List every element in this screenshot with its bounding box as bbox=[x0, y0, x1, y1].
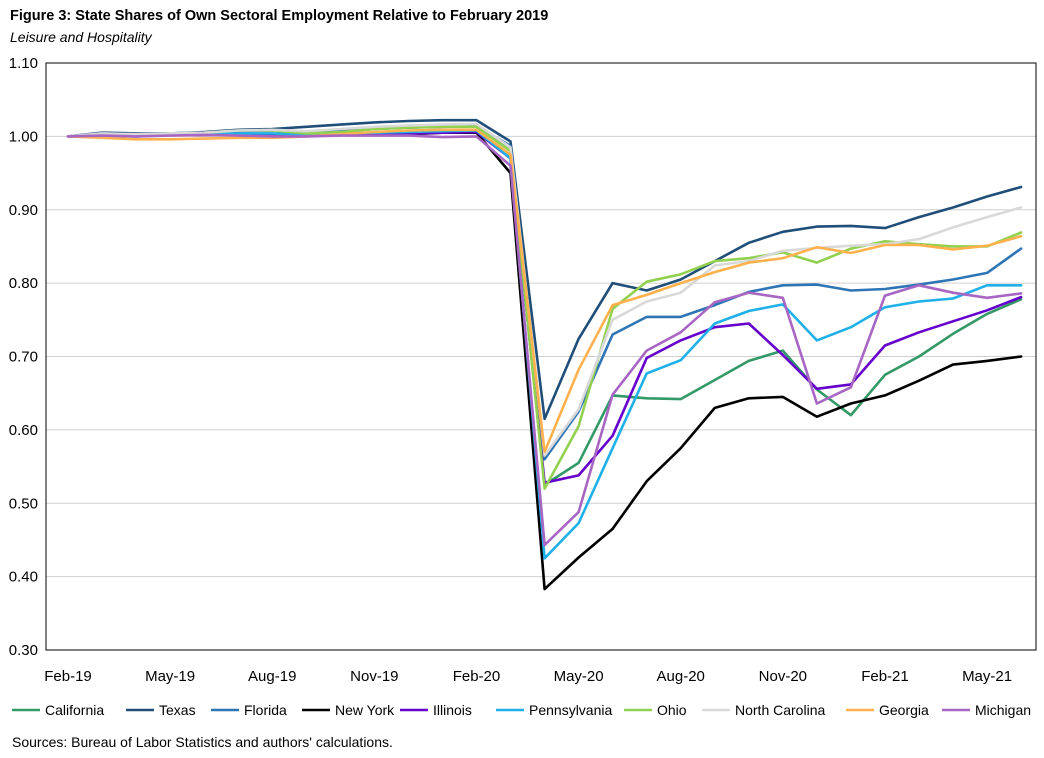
series-line-pennsylvania bbox=[66, 129, 1023, 560]
legend-label: Ohio bbox=[657, 702, 687, 718]
plot-area-frame bbox=[45, 62, 1037, 651]
x-tick-label: Nov-19 bbox=[350, 668, 398, 685]
legend-label: Illinois bbox=[433, 702, 472, 718]
x-tick-label: Feb-21 bbox=[861, 668, 909, 685]
legend-label: New York bbox=[335, 702, 395, 718]
legend-label: Georgia bbox=[879, 702, 929, 718]
series-line-georgia bbox=[66, 128, 1023, 454]
y-tick-label: 0.80 bbox=[9, 275, 38, 292]
y-tick-label: 1.10 bbox=[9, 55, 38, 72]
legend-label: North Carolina bbox=[735, 702, 825, 718]
x-tick-label: May-20 bbox=[554, 668, 604, 685]
series-line-ohio bbox=[66, 125, 1023, 490]
series-line-new-york bbox=[66, 131, 1023, 591]
y-tick-label: 1.00 bbox=[9, 128, 38, 145]
series-line-texas bbox=[66, 118, 1023, 421]
legend-label: Texas bbox=[159, 702, 196, 718]
x-tick-label: Feb-19 bbox=[44, 668, 92, 685]
legend-label: California bbox=[45, 702, 104, 718]
legend-label: Michigan bbox=[975, 702, 1031, 718]
y-tick-label: 0.30 bbox=[9, 642, 38, 659]
x-tick-label: Aug-19 bbox=[248, 668, 296, 685]
series-line-north-carolina bbox=[66, 122, 1023, 457]
x-tick-label: Aug-20 bbox=[657, 668, 705, 685]
y-tick-label: 0.50 bbox=[9, 495, 38, 512]
x-axis: Feb-19 May-19 Aug-19 Nov-19 Feb-20 May-20 Aug-… bbox=[44, 668, 1012, 685]
y-tick-label: 0.40 bbox=[9, 569, 38, 586]
series-line-michigan bbox=[66, 133, 1023, 547]
chart-subtitle: Leisure and Hospitality bbox=[10, 29, 152, 45]
y-tick-label: 0.60 bbox=[9, 422, 38, 439]
x-tick-label: May-21 bbox=[962, 668, 1012, 685]
y-tick-label: 0.90 bbox=[9, 202, 38, 219]
chart-title: Figure 3: State Shares of Own Sectoral E… bbox=[10, 8, 549, 24]
gridlines bbox=[46, 62, 1036, 651]
legend-label: Pennsylvania bbox=[529, 702, 612, 718]
legend: California Texas Florida New York Illinois Pe… bbox=[12, 702, 1031, 718]
x-tick-label: Nov-20 bbox=[759, 668, 807, 685]
source-note: Sources: Bureau of Labor Statistics and … bbox=[12, 734, 393, 750]
series-line-california bbox=[66, 124, 1023, 487]
x-tick-label: May-19 bbox=[145, 668, 195, 685]
x-tick-label: Feb-20 bbox=[453, 668, 501, 685]
legend-label: Florida bbox=[244, 702, 287, 718]
y-tick-label: 0.70 bbox=[9, 349, 38, 366]
series-lines bbox=[66, 118, 1023, 591]
y-axis: 0.30 0.40 0.50 0.60 0.70 0.80 0.90 1.00 1.10 bbox=[9, 55, 38, 659]
